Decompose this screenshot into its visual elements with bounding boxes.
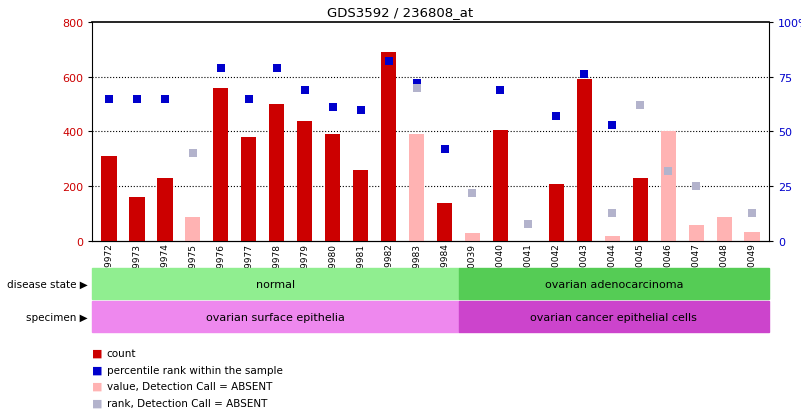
Text: ovarian adenocarcinoma: ovarian adenocarcinoma	[545, 279, 683, 289]
Bar	[633, 179, 648, 242]
Text: ovarian cancer epithelial cells: ovarian cancer epithelial cells	[530, 312, 698, 322]
Text: ■: ■	[92, 348, 103, 358]
Text: disease state ▶: disease state ▶	[7, 279, 88, 289]
Bar	[459, 301, 769, 332]
Bar	[437, 203, 453, 242]
Text: ovarian surface epithelia: ovarian surface epithelia	[206, 312, 345, 322]
Bar	[101, 157, 117, 242]
Bar	[459, 268, 769, 299]
Bar	[409, 135, 425, 242]
Bar	[577, 80, 592, 242]
Bar	[353, 171, 368, 242]
Text: percentile rank within the sample: percentile rank within the sample	[107, 365, 283, 375]
Bar	[689, 225, 704, 242]
Bar	[185, 217, 200, 242]
Bar	[129, 198, 144, 242]
Bar	[661, 132, 676, 242]
Bar	[549, 184, 564, 242]
Bar	[744, 232, 760, 242]
Bar	[241, 138, 256, 242]
Text: normal: normal	[256, 279, 295, 289]
Text: GDS3592 / 236808_at: GDS3592 / 236808_at	[328, 6, 473, 19]
Bar	[465, 233, 480, 242]
Text: specimen ▶: specimen ▶	[26, 312, 88, 322]
Text: ■: ■	[92, 365, 103, 375]
Bar	[269, 105, 284, 242]
Bar	[605, 236, 620, 242]
Text: count: count	[107, 348, 136, 358]
Bar	[157, 179, 172, 242]
Text: ■: ■	[92, 398, 103, 408]
Bar	[493, 131, 508, 242]
Bar	[92, 268, 459, 299]
Text: value, Detection Call = ABSENT: value, Detection Call = ABSENT	[107, 381, 272, 391]
Bar	[297, 121, 312, 242]
Bar	[325, 135, 340, 242]
Bar	[717, 217, 732, 242]
Text: rank, Detection Call = ABSENT: rank, Detection Call = ABSENT	[107, 398, 267, 408]
Bar	[92, 301, 459, 332]
Text: ■: ■	[92, 381, 103, 391]
Bar	[381, 53, 396, 242]
Bar	[213, 88, 228, 242]
